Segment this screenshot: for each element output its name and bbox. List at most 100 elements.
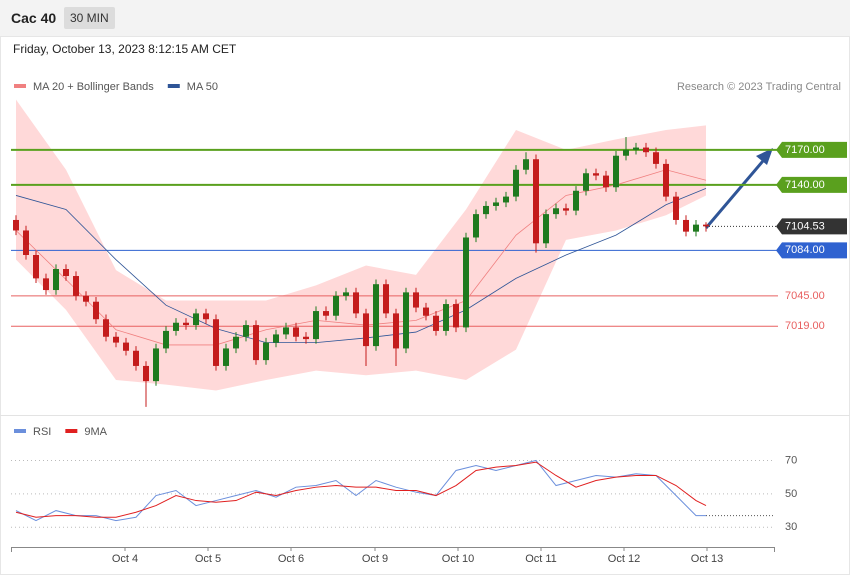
level-label: 7084.00 (785, 244, 825, 256)
y-tick-label: 30 (785, 521, 797, 533)
timeframe[interactable]: 30 MIN (64, 7, 115, 29)
candle-body (43, 278, 49, 291)
candle-body (13, 219, 19, 231)
candle-body (243, 325, 249, 337)
indicator-line (15, 461, 707, 518)
x-tick-label: Oct 9 (362, 553, 388, 565)
candle-body (583, 173, 589, 191)
candle-body (143, 365, 149, 382)
candle-body (463, 237, 469, 328)
candle-body (333, 295, 339, 316)
legend-label: MA 50 (187, 81, 218, 93)
candle-body (433, 315, 439, 331)
candle-body (453, 304, 459, 328)
candle-body (363, 313, 369, 347)
level-box (776, 176, 847, 193)
candle-body (283, 327, 289, 335)
candle-body (443, 304, 449, 331)
candle-body (93, 301, 99, 320)
candle-body (223, 348, 229, 366)
candle-body (263, 342, 269, 361)
level-label: 7019.00 (785, 320, 825, 332)
candle-body (113, 336, 119, 343)
target-arrow (704, 154, 770, 229)
candle-body (483, 205, 489, 215)
x-tick-label: Oct 11 (525, 553, 557, 565)
candle-body (603, 175, 609, 188)
candle-body (403, 292, 409, 349)
candle-body (53, 269, 59, 291)
bollinger-band (16, 99, 706, 391)
candle-body (693, 224, 699, 232)
legend-label: RSI (33, 426, 51, 438)
candle-body (203, 313, 209, 320)
candle-body (63, 269, 69, 277)
candle-body (533, 159, 539, 244)
candle-body (253, 325, 259, 361)
candle-body (23, 230, 29, 255)
timestamp: Friday, October 13, 2023 8:12:15 AM CET (13, 42, 237, 56)
candle-body (413, 292, 419, 308)
candle-body (423, 307, 429, 316)
candle-body (303, 336, 309, 340)
candle-body (133, 350, 139, 366)
candle-body (513, 169, 519, 197)
candle-body (503, 196, 509, 203)
candle-body (633, 147, 639, 150)
level-box (776, 218, 847, 235)
candle-body (543, 214, 549, 244)
candle-body (563, 208, 569, 211)
candle-body (33, 255, 39, 279)
candle-body (643, 147, 649, 153)
header-bar (0, 0, 850, 36)
legend-label: 9MA (84, 426, 107, 438)
x-tick-label: Oct 10 (442, 553, 474, 565)
level-box (776, 242, 847, 259)
candle-body (343, 292, 349, 296)
x-tick-label: Oct 5 (195, 553, 221, 565)
candle-body (193, 313, 199, 326)
candle-body (383, 284, 389, 314)
candle-body (593, 173, 599, 176)
candle-body (293, 327, 299, 337)
candle-body (353, 292, 359, 314)
candle-body (473, 214, 479, 238)
candle-body (103, 319, 109, 337)
target-arrow-head (756, 148, 773, 165)
candle-body (123, 342, 129, 351)
x-tick-label: Oct 4 (112, 553, 138, 565)
legend-swatch (14, 84, 26, 88)
candle-body (673, 196, 679, 220)
x-tick-label: Oct 12 (608, 553, 640, 565)
candle-body (233, 336, 239, 349)
candle-body (183, 322, 189, 326)
level-box (776, 141, 847, 158)
candle-body (573, 190, 579, 211)
candle-body (553, 208, 559, 215)
x-tick-label: Oct 6 (278, 553, 304, 565)
candle-body (523, 159, 529, 170)
legend-swatch (65, 429, 78, 433)
indicator-line (15, 459, 706, 522)
candle-body (273, 334, 279, 343)
level-label: 7140.00 (785, 179, 825, 191)
candle-body (83, 295, 89, 302)
candle-body (173, 322, 179, 331)
legend-swatch (14, 429, 26, 433)
legend-label: MA 20 + Bollinger Bands (33, 81, 154, 93)
candle-body (613, 155, 619, 188)
candle-body (683, 219, 689, 232)
candle-body (73, 276, 79, 296)
y-tick-label: 70 (785, 454, 797, 466)
level-label: 7045.00 (785, 290, 825, 302)
candle-body (703, 224, 709, 227)
candle-body (163, 330, 169, 349)
candle-body (373, 284, 379, 347)
candle-body (393, 313, 399, 349)
legend-swatch (167, 84, 180, 88)
level-label: 7104.53 (785, 220, 825, 232)
y-tick-label: 50 (785, 488, 797, 500)
candle-body (313, 311, 319, 340)
